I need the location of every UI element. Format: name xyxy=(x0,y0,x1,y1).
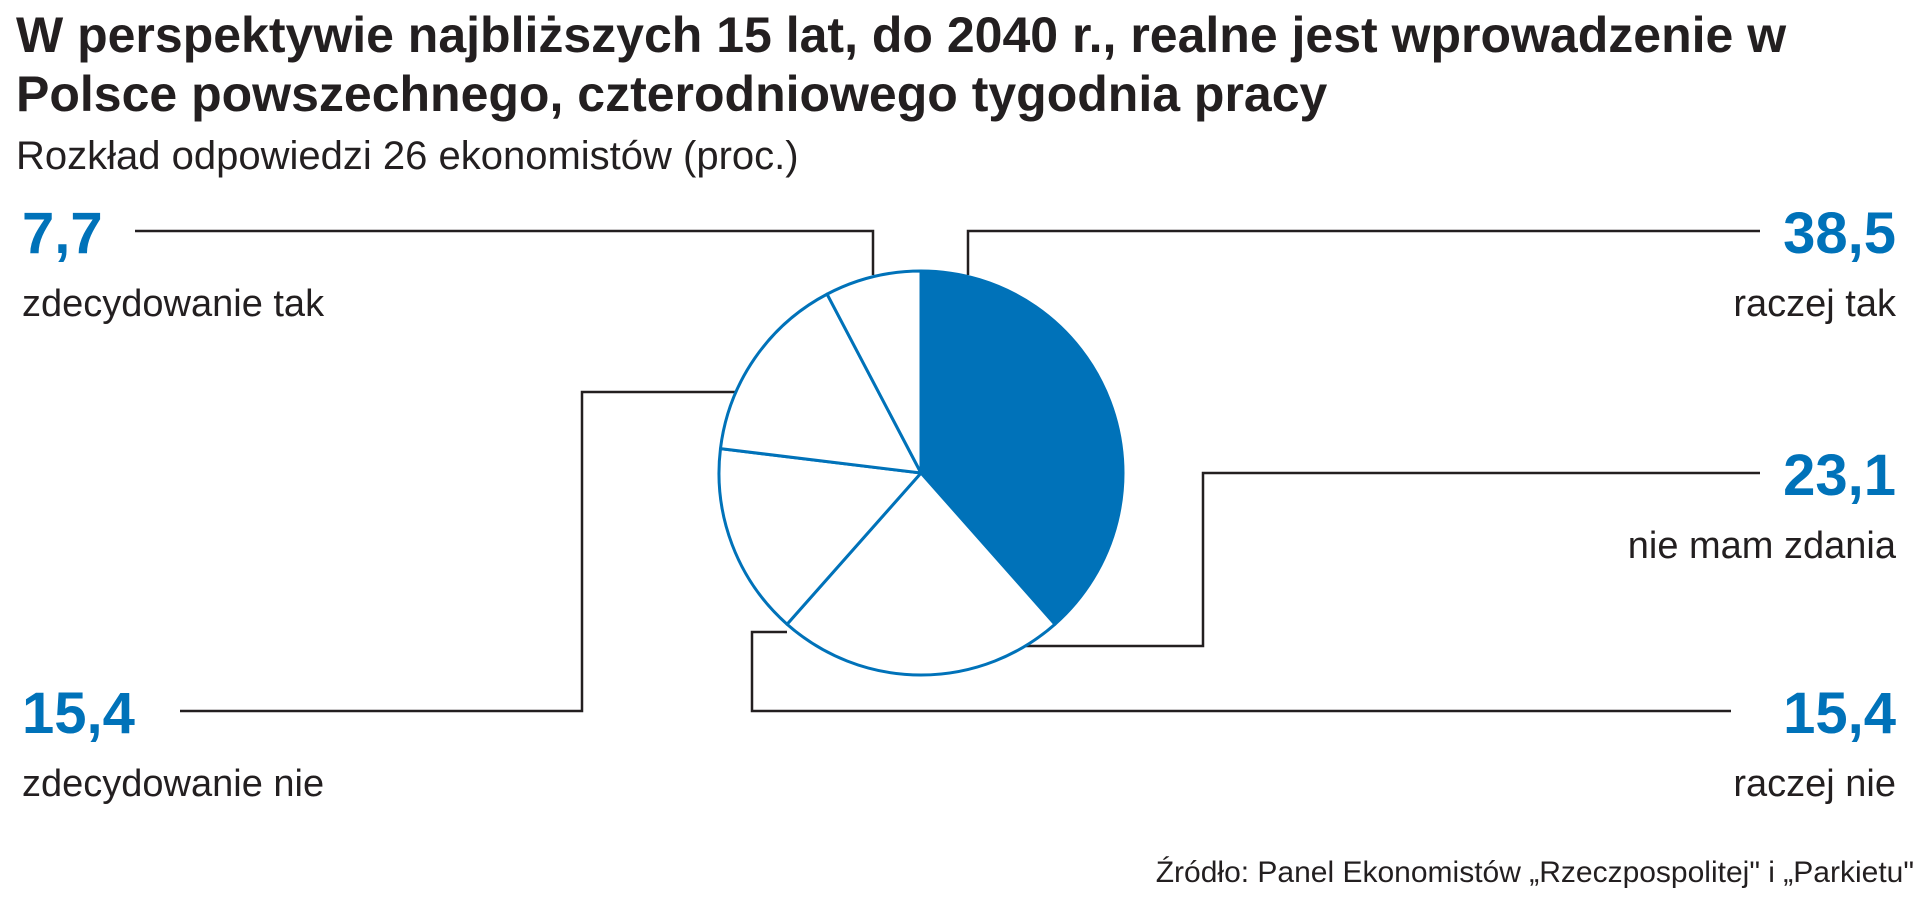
pie-slice-raczej-tak xyxy=(919,269,1125,626)
pie-slice-raczej-nie xyxy=(717,447,923,626)
category-label-raczej-tak: raczej tak xyxy=(1733,283,1897,325)
category-label-zdecydowanie-tak: zdecydowanie tak xyxy=(22,283,325,325)
category-label-nie-mam-zdania: nie mam zdania xyxy=(1628,525,1897,567)
value-label-zdecydowanie-nie: 15,4 xyxy=(22,681,135,746)
chart-subtitle: Rozkład odpowiedzi 26 ekonomistów (proc.… xyxy=(16,134,799,178)
value-label-nie-mam-zdania: 23,1 xyxy=(1783,443,1896,508)
value-label-zdecydowanie-tak: 7,7 xyxy=(22,201,103,266)
value-label-raczej-tak: 38,5 xyxy=(1783,201,1896,266)
slice-labels: 38,5 raczej tak 23,1 nie mam zdania 15,4 racz… xyxy=(22,201,1897,805)
category-label-raczej-nie: raczej nie xyxy=(1733,763,1896,805)
pie-slice-zdecydowanie-nie xyxy=(718,292,923,475)
pie-slices xyxy=(717,269,1125,677)
leader-line-nie-mam-zdania xyxy=(1023,471,1760,648)
value-label-raczej-nie: 15,4 xyxy=(1783,681,1896,746)
pie-slice-zdecydowanie-tak xyxy=(825,269,923,475)
leader-lines xyxy=(135,229,1760,713)
category-label-zdecydowanie-nie: zdecydowanie nie xyxy=(22,763,324,805)
pie-slice-nie-mam-zdania xyxy=(785,471,1057,677)
source-note: Źródło: Panel Ekonomistów „Rzeczpospolit… xyxy=(1155,856,1914,889)
leader-line-raczej-nie xyxy=(750,630,1731,713)
leader-line-zdecydowanie-nie xyxy=(180,390,735,713)
chart-title: W perspektywie najbliższych 15 lat, do 2… xyxy=(16,7,1787,122)
leader-line-zdecydowanie-tak xyxy=(135,229,875,275)
leader-line-raczej-tak xyxy=(966,229,1760,275)
